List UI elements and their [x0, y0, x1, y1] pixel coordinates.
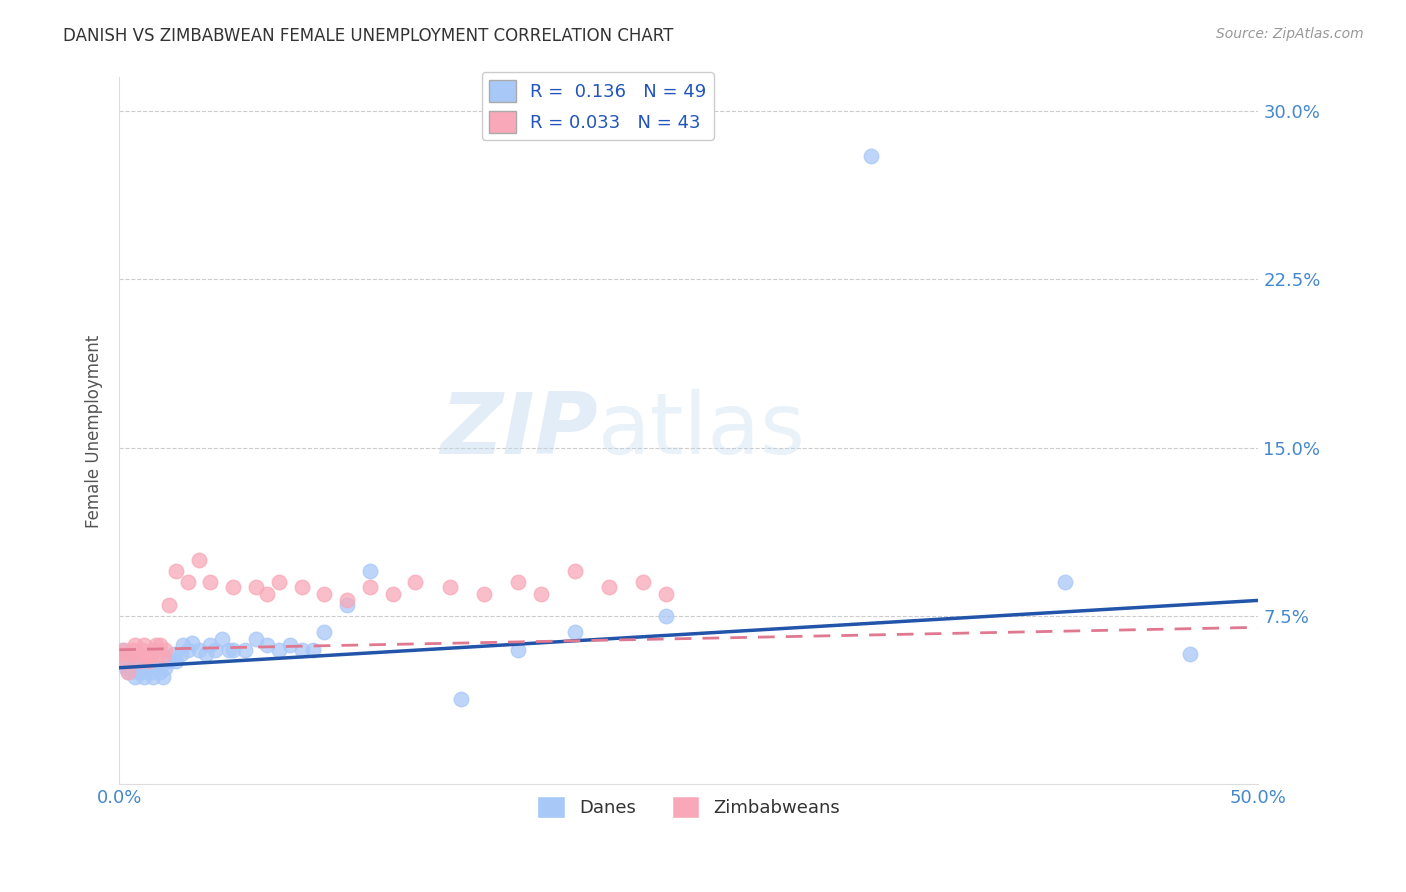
- Text: DANISH VS ZIMBABWEAN FEMALE UNEMPLOYMENT CORRELATION CHART: DANISH VS ZIMBABWEAN FEMALE UNEMPLOYMENT…: [63, 27, 673, 45]
- Point: [142, 642, 165, 657]
- Point: [170, 647, 193, 661]
- Point: [120, 658, 142, 673]
- Point: [141, 647, 163, 661]
- Point: [149, 638, 172, 652]
- Point: [211, 632, 233, 646]
- Point: [120, 647, 142, 661]
- Point: [110, 647, 132, 661]
- Point: [131, 642, 153, 657]
- Point: [530, 587, 553, 601]
- Point: [359, 564, 381, 578]
- Point: [245, 632, 267, 646]
- Point: [112, 642, 135, 657]
- Point: [655, 609, 678, 624]
- Point: [153, 661, 176, 675]
- Point: [204, 642, 226, 657]
- Point: [124, 638, 146, 652]
- Point: [188, 642, 211, 657]
- Point: [149, 665, 172, 680]
- Point: [381, 587, 404, 601]
- Point: [124, 670, 146, 684]
- Point: [135, 661, 157, 675]
- Text: Source: ZipAtlas.com: Source: ZipAtlas.com: [1216, 27, 1364, 41]
- Point: [290, 580, 312, 594]
- Point: [122, 642, 145, 657]
- Point: [450, 692, 472, 706]
- Point: [138, 654, 160, 668]
- Point: [181, 636, 204, 650]
- Point: [256, 587, 278, 601]
- Point: [506, 575, 529, 590]
- Legend: Danes, Zimbabweans: Danes, Zimbabweans: [530, 789, 848, 825]
- Point: [336, 593, 359, 607]
- Point: [117, 665, 139, 680]
- Point: [245, 580, 267, 594]
- Point: [222, 642, 245, 657]
- Text: atlas: atlas: [598, 390, 806, 473]
- Point: [142, 670, 165, 684]
- Point: [267, 642, 290, 657]
- Point: [163, 647, 186, 661]
- Point: [564, 564, 586, 578]
- Point: [200, 638, 222, 652]
- Point: [145, 638, 167, 652]
- Point: [404, 575, 426, 590]
- Point: [127, 647, 149, 661]
- Point: [110, 642, 132, 657]
- Point: [122, 654, 145, 668]
- Point: [194, 647, 217, 661]
- Point: [128, 654, 150, 668]
- Point: [153, 642, 176, 657]
- Point: [188, 553, 211, 567]
- Point: [598, 580, 620, 594]
- Point: [152, 649, 174, 664]
- Point: [117, 665, 139, 680]
- Point: [1178, 647, 1201, 661]
- Point: [165, 564, 187, 578]
- Point: [564, 624, 586, 639]
- Text: ZIP: ZIP: [440, 390, 598, 473]
- Point: [135, 649, 157, 664]
- Point: [200, 575, 222, 590]
- Point: [134, 638, 156, 652]
- Point: [278, 638, 301, 652]
- Point: [157, 598, 180, 612]
- Point: [472, 587, 495, 601]
- Point: [336, 598, 359, 612]
- Point: [256, 638, 278, 652]
- Point: [157, 654, 180, 668]
- Point: [290, 642, 312, 657]
- Point: [222, 580, 245, 594]
- Point: [302, 642, 325, 657]
- Point: [176, 575, 198, 590]
- Point: [655, 587, 678, 601]
- Y-axis label: Female Unemployment: Female Unemployment: [86, 334, 103, 527]
- Point: [128, 661, 150, 675]
- Point: [860, 149, 883, 163]
- Point: [145, 661, 167, 675]
- Point: [314, 587, 336, 601]
- Point: [359, 580, 381, 594]
- Point: [146, 647, 169, 661]
- Point: [152, 670, 174, 684]
- Point: [1053, 575, 1076, 590]
- Point: [112, 649, 135, 664]
- Point: [172, 638, 194, 652]
- Point: [127, 665, 149, 680]
- Point: [115, 661, 138, 675]
- Point: [218, 642, 240, 657]
- Point: [141, 665, 163, 680]
- Point: [165, 654, 187, 668]
- Point: [115, 654, 138, 668]
- Point: [233, 642, 256, 657]
- Point: [439, 580, 461, 594]
- Point: [134, 670, 156, 684]
- Point: [131, 665, 153, 680]
- Point: [314, 624, 336, 639]
- Point: [176, 642, 198, 657]
- Point: [633, 575, 655, 590]
- Point: [506, 642, 529, 657]
- Point: [267, 575, 290, 590]
